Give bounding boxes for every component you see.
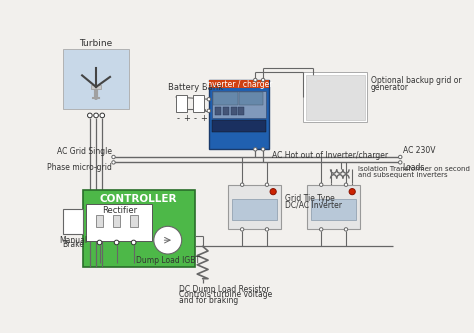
- Text: AC 230V: AC 230V: [402, 147, 435, 156]
- Text: Controls turbine voltage: Controls turbine voltage: [179, 290, 273, 299]
- Circle shape: [88, 113, 92, 118]
- Bar: [130, 215, 137, 227]
- Circle shape: [344, 228, 348, 231]
- Circle shape: [94, 113, 99, 118]
- Circle shape: [399, 161, 402, 164]
- Text: -: -: [176, 114, 179, 123]
- Circle shape: [240, 228, 244, 231]
- Circle shape: [261, 148, 265, 151]
- Circle shape: [114, 240, 119, 245]
- Circle shape: [254, 148, 257, 151]
- Circle shape: [344, 183, 348, 186]
- Bar: [86, 204, 152, 241]
- Text: DC Dump Load Resistor: DC Dump Load Resistor: [179, 285, 270, 294]
- Text: Brake: Brake: [62, 240, 84, 249]
- Text: Dump Load IGBT: Dump Load IGBT: [136, 255, 200, 264]
- Bar: [212, 91, 266, 118]
- Circle shape: [349, 188, 356, 195]
- Circle shape: [254, 78, 257, 82]
- Text: and subsequent inverters: and subsequent inverters: [357, 172, 447, 178]
- Bar: [303, 72, 367, 122]
- Circle shape: [240, 183, 244, 186]
- Bar: [212, 120, 266, 132]
- Text: Optional backup grid or: Optional backup grid or: [371, 76, 461, 85]
- Text: Rectifier: Rectifier: [102, 205, 137, 214]
- Bar: [213, 92, 237, 105]
- Bar: [232, 198, 277, 220]
- Circle shape: [265, 183, 269, 186]
- Bar: [82, 190, 195, 267]
- Circle shape: [100, 113, 105, 118]
- Text: DC/AC Inverter: DC/AC Inverter: [285, 200, 342, 209]
- Text: Phase micro-grid: Phase micro-grid: [47, 163, 112, 172]
- Bar: [238, 107, 245, 115]
- Text: Battery Bank: Battery Bank: [168, 83, 223, 92]
- Circle shape: [265, 228, 269, 231]
- Circle shape: [112, 155, 115, 159]
- Circle shape: [261, 78, 265, 82]
- Bar: [96, 215, 103, 227]
- Circle shape: [319, 183, 323, 186]
- Bar: [63, 49, 129, 109]
- Text: Manual: Manual: [59, 235, 87, 244]
- Text: Inverter / charger: Inverter / charger: [205, 80, 273, 89]
- Bar: [311, 198, 356, 220]
- Bar: [215, 107, 221, 115]
- Text: generator: generator: [371, 83, 409, 92]
- Circle shape: [270, 188, 276, 195]
- Bar: [192, 95, 204, 112]
- Circle shape: [112, 161, 115, 164]
- Circle shape: [207, 98, 210, 101]
- Text: Isolation Transformer on second: Isolation Transformer on second: [357, 166, 470, 172]
- Circle shape: [154, 226, 182, 254]
- Bar: [209, 80, 269, 89]
- Text: CONTROLLER: CONTROLLER: [100, 194, 177, 204]
- Text: AC Grid Single: AC Grid Single: [57, 147, 112, 156]
- Text: Grid Tie Type: Grid Tie Type: [285, 194, 335, 203]
- Bar: [230, 107, 237, 115]
- Bar: [175, 95, 187, 112]
- Circle shape: [207, 109, 210, 113]
- Text: Turbine: Turbine: [80, 39, 113, 48]
- Circle shape: [399, 155, 402, 159]
- Circle shape: [97, 240, 102, 245]
- Bar: [209, 80, 269, 149]
- Text: AC Hot out of Inverter/charger: AC Hot out of Inverter/charger: [272, 151, 388, 160]
- Bar: [307, 185, 360, 229]
- Text: and for braking: and for braking: [179, 296, 238, 305]
- Text: Loads: Loads: [402, 163, 425, 172]
- Bar: [223, 107, 229, 115]
- Text: -: -: [193, 114, 196, 123]
- Bar: [63, 209, 83, 234]
- Circle shape: [131, 240, 136, 245]
- Text: +: +: [183, 114, 190, 123]
- Bar: [91, 85, 101, 89]
- Bar: [113, 215, 120, 227]
- Bar: [306, 75, 365, 120]
- Text: +: +: [201, 114, 207, 123]
- Circle shape: [319, 228, 323, 231]
- Bar: [228, 185, 281, 229]
- Bar: [239, 92, 263, 105]
